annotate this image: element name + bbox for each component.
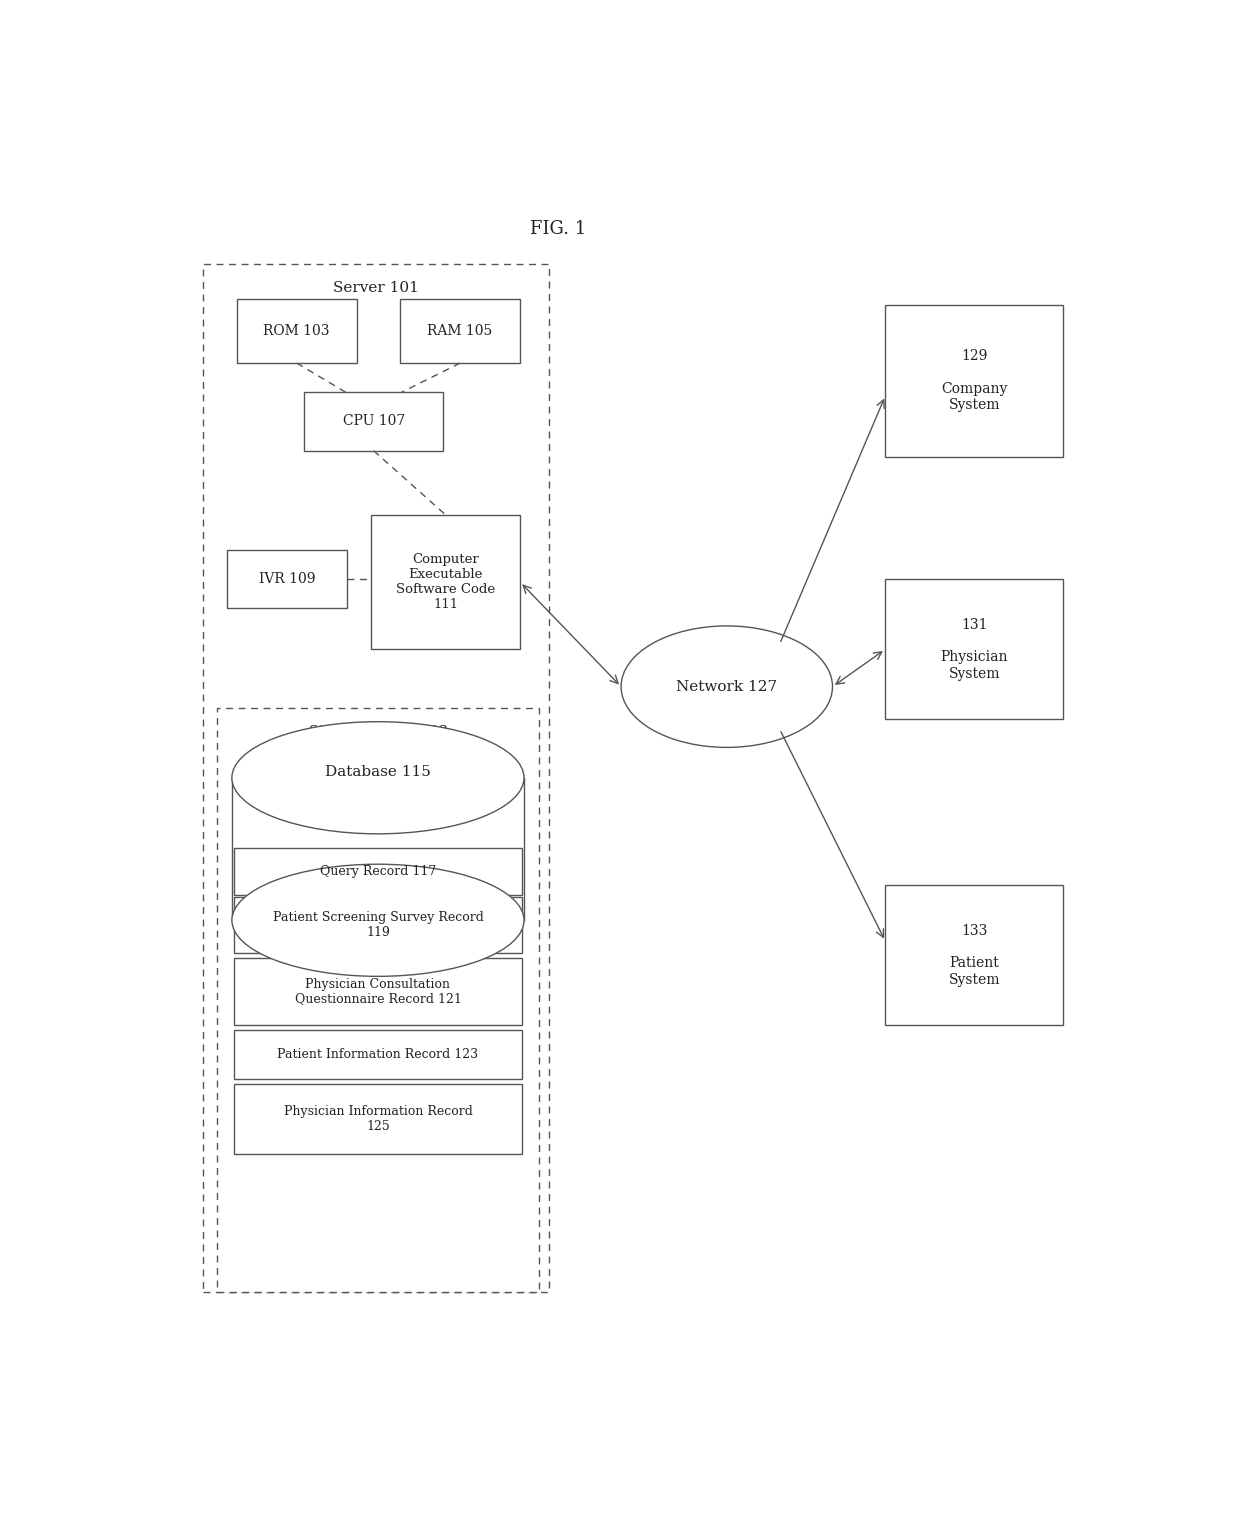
Bar [237, 299, 357, 363]
Text: Computer
Executable
Software Code
111: Computer Executable Software Code 111 [396, 554, 495, 611]
Ellipse shape [232, 865, 525, 977]
Bar [234, 957, 522, 1025]
Text: Patient Screening Survey Record
119: Patient Screening Survey Record 119 [273, 910, 484, 939]
Text: 133

Patient
System: 133 Patient System [949, 924, 999, 986]
Text: Database 115: Database 115 [325, 765, 430, 778]
Ellipse shape [621, 627, 832, 748]
Text: 131

Physician
System: 131 Physician System [940, 617, 1008, 681]
Text: Query Record 117: Query Record 117 [320, 865, 436, 878]
Bar [227, 551, 347, 608]
Bar [885, 886, 1063, 1025]
Bar [234, 1030, 522, 1079]
Bar [234, 897, 522, 953]
Text: Physician Information Record
125: Physician Information Record 125 [284, 1104, 472, 1133]
Text: Storage Device 113: Storage Device 113 [309, 725, 448, 739]
Text: ROM 103: ROM 103 [263, 325, 330, 338]
Text: Server 101: Server 101 [334, 281, 419, 296]
Bar [234, 1083, 522, 1154]
Bar [203, 264, 549, 1292]
Bar [217, 707, 539, 1292]
Bar [885, 579, 1063, 719]
Text: IVR 109: IVR 109 [259, 572, 315, 586]
Text: Network 127: Network 127 [676, 680, 777, 693]
Ellipse shape [232, 722, 525, 834]
Bar [234, 848, 522, 895]
Bar [401, 299, 521, 363]
Text: Patient Information Record 123: Patient Information Record 123 [278, 1048, 479, 1060]
Text: FIG. 1: FIG. 1 [531, 220, 587, 238]
Bar [885, 305, 1063, 457]
Text: CPU 107: CPU 107 [342, 414, 404, 428]
Text: 129

Company
System: 129 Company System [941, 349, 1007, 413]
Text: Physician Consultation
Questionnaire Record 121: Physician Consultation Questionnaire Rec… [295, 977, 461, 1006]
Bar [304, 393, 444, 451]
Text: RAM 105: RAM 105 [428, 325, 492, 338]
Bar [371, 514, 521, 649]
